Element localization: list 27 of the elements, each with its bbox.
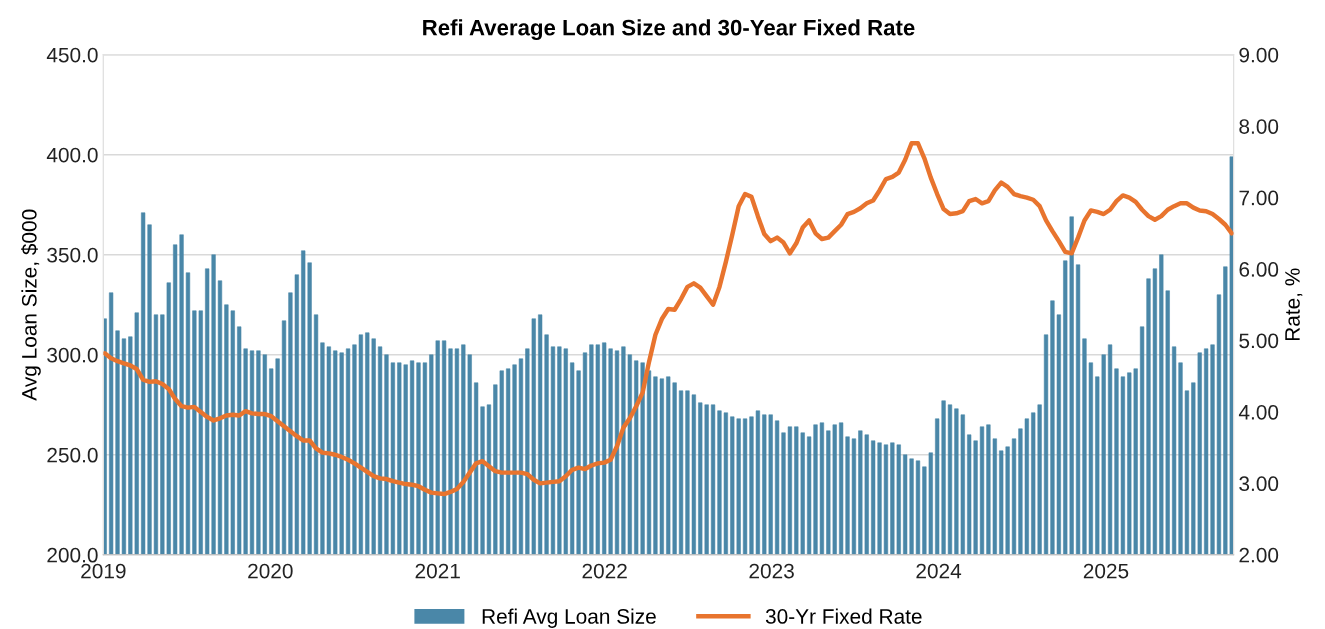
y-tick-label: 300.0	[47, 347, 98, 363]
legend-label: 30-Yr Fixed Rate	[765, 608, 922, 624]
x-tick-label: 2022	[582, 563, 627, 579]
y-axis-title: Avg Loan Size, $000	[21, 209, 41, 401]
x-tick-label: 2020	[248, 563, 293, 579]
y2-tick-label: 7.00	[1239, 190, 1279, 206]
line-series	[103, 141, 1234, 497]
x-tick-label: 2025	[1083, 563, 1129, 579]
y2-tick-label: 3.00	[1239, 476, 1279, 492]
legend-label: Refi Avg Loan Size	[482, 608, 656, 628]
x-tick-label: 2023	[749, 563, 794, 579]
chart-title: Refi Average Loan Size and 30-Year Fixed Rate	[423, 19, 915, 40]
y-tick-label: 400.0	[46, 147, 98, 163]
y-tick-label: 450.0	[46, 47, 98, 63]
y2-tick-label: 4.00	[1238, 404, 1279, 420]
y2-axis-title: Rate, %	[1285, 268, 1303, 341]
y2-tick-label: 5.00	[1239, 333, 1279, 349]
y-tick-label: 200.0	[47, 547, 98, 563]
y2-tick-label: 9.00	[1239, 47, 1279, 63]
x-tick-label: 2024	[916, 563, 962, 579]
y-tick-label: 250.0	[47, 447, 98, 463]
x-tick-label: 2019	[81, 563, 126, 579]
y2-tick-label: 8.00	[1239, 119, 1279, 134]
y-tick-label: 350.0	[47, 247, 98, 263]
x-tick-label: 2021	[415, 563, 460, 579]
y2-tick-label: 6.00	[1239, 262, 1279, 277]
y2-tick-label: 2.00	[1239, 547, 1279, 563]
